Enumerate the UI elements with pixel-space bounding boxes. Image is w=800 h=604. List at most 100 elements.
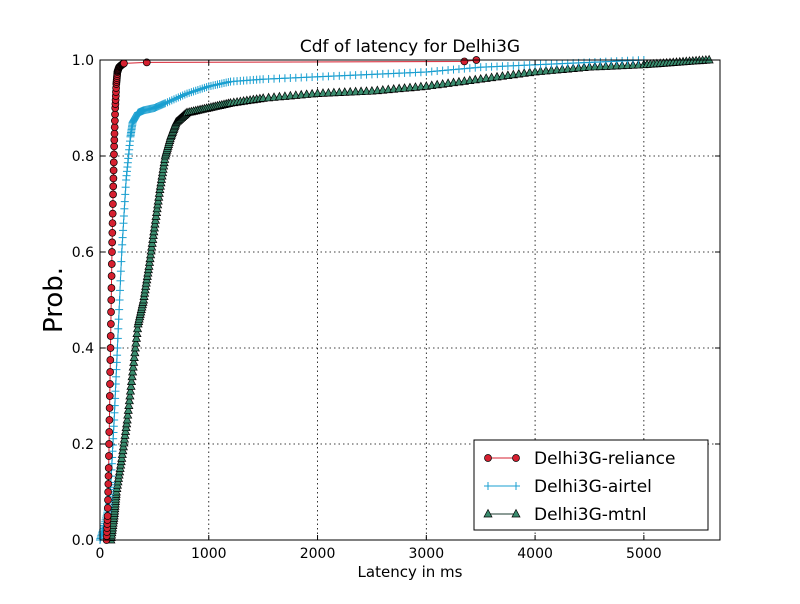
data-point (108, 248, 116, 256)
data-point (118, 233, 127, 242)
data-point (128, 366, 138, 376)
data-point (105, 452, 113, 460)
data-point (130, 342, 140, 352)
legend-entry-delhi3g-airtel: Delhi3G-airtel (484, 477, 652, 497)
data-point (115, 305, 124, 314)
data-point (126, 381, 136, 390)
data-point (200, 83, 209, 92)
data-point (123, 409, 133, 419)
data-point (110, 142, 118, 151)
data-point (109, 190, 117, 199)
data-point (105, 428, 114, 436)
data-point (193, 86, 202, 94)
x-tick-label: 0 (96, 546, 105, 562)
chart-title: Cdf of latency for Delhi3G (300, 37, 520, 57)
data-point (105, 404, 114, 412)
data-point (122, 414, 132, 424)
data-point (108, 219, 117, 228)
data-point (103, 512, 112, 520)
series-delhi3g-mtnl (106, 54, 714, 544)
legend-entry-delhi3g-mtnl: Delhi3G-mtnl (483, 505, 647, 525)
x-tick-label: 3000 (408, 546, 444, 562)
data-point (460, 57, 469, 66)
data-point (112, 372, 121, 381)
data-point (104, 472, 113, 480)
x-axis-label: Latency in ms (358, 563, 463, 581)
y-tick-label: 0.8 (72, 149, 94, 165)
data-point (107, 296, 116, 304)
grid (100, 60, 720, 540)
data-point (123, 405, 133, 414)
data-point (109, 182, 118, 191)
data-point (112, 365, 121, 374)
data-point (113, 351, 122, 360)
data-point (111, 116, 119, 125)
data-point (113, 344, 122, 352)
data-point (112, 358, 121, 367)
data-point (106, 332, 115, 340)
data-point (202, 83, 211, 92)
data-point (119, 219, 128, 228)
series-line (106, 59, 477, 541)
data-point (106, 344, 115, 352)
data-point (104, 480, 113, 488)
data-point (104, 488, 113, 496)
data-point (129, 357, 139, 366)
data-point (119, 226, 128, 235)
data-point (132, 323, 143, 333)
legend-marker (484, 482, 492, 490)
data-point (104, 496, 112, 504)
data-point (108, 228, 117, 237)
data-point (198, 84, 207, 93)
y-tick-label: 0.2 (72, 437, 94, 453)
data-point (117, 257, 126, 266)
legend-label: Delhi3G-reliance (534, 449, 675, 469)
data-point (108, 209, 117, 218)
x-tick-label: 2000 (300, 546, 336, 562)
legend-label: Delhi3G-airtel (534, 477, 652, 497)
data-point (124, 400, 134, 409)
data-point (130, 347, 140, 357)
data-point (131, 333, 142, 342)
data-point (105, 440, 113, 448)
data-point (107, 284, 116, 292)
data-point (118, 240, 127, 249)
legend-marker (483, 508, 493, 518)
data-point (105, 392, 114, 400)
data-point (113, 334, 122, 343)
y-tick-label: 0.4 (72, 341, 94, 357)
ticks: 0 1000 2000 3000 4000 5000 0.0 0.2 0.4 0.6 0.8 1.0 (72, 53, 720, 562)
data-point (107, 308, 115, 316)
data-point (125, 385, 136, 395)
data-point (117, 248, 126, 256)
data-point (119, 212, 128, 220)
legend: Delhi3G-reliance Delhi3G-airtel Delhi3G-mt… (473, 439, 709, 531)
data-point (108, 238, 116, 247)
data-point (114, 324, 123, 333)
data-point (111, 110, 119, 119)
data-point (116, 267, 125, 276)
data-point (124, 395, 134, 405)
data-point (189, 87, 198, 96)
data-point (120, 59, 128, 68)
legend-marker (511, 508, 521, 518)
data-point (115, 296, 124, 304)
data-point (110, 408, 119, 417)
legend-marker (484, 454, 492, 462)
data-point (127, 371, 137, 381)
data-point (109, 200, 117, 208)
y-axis-label: Prob. (39, 267, 69, 333)
data-point (110, 136, 119, 144)
legend-entry-delhi3g-reliance: Delhi3G-reliance (484, 449, 675, 469)
data-point (109, 166, 118, 175)
series-layer (96, 54, 714, 544)
data-point (131, 337, 141, 347)
data-point (120, 197, 129, 206)
x-tick-label: 1000 (191, 546, 227, 562)
data-point (116, 276, 125, 285)
legend-label: Delhi3G-mtnl (534, 505, 647, 525)
data-point (126, 376, 137, 385)
data-point (107, 260, 116, 268)
